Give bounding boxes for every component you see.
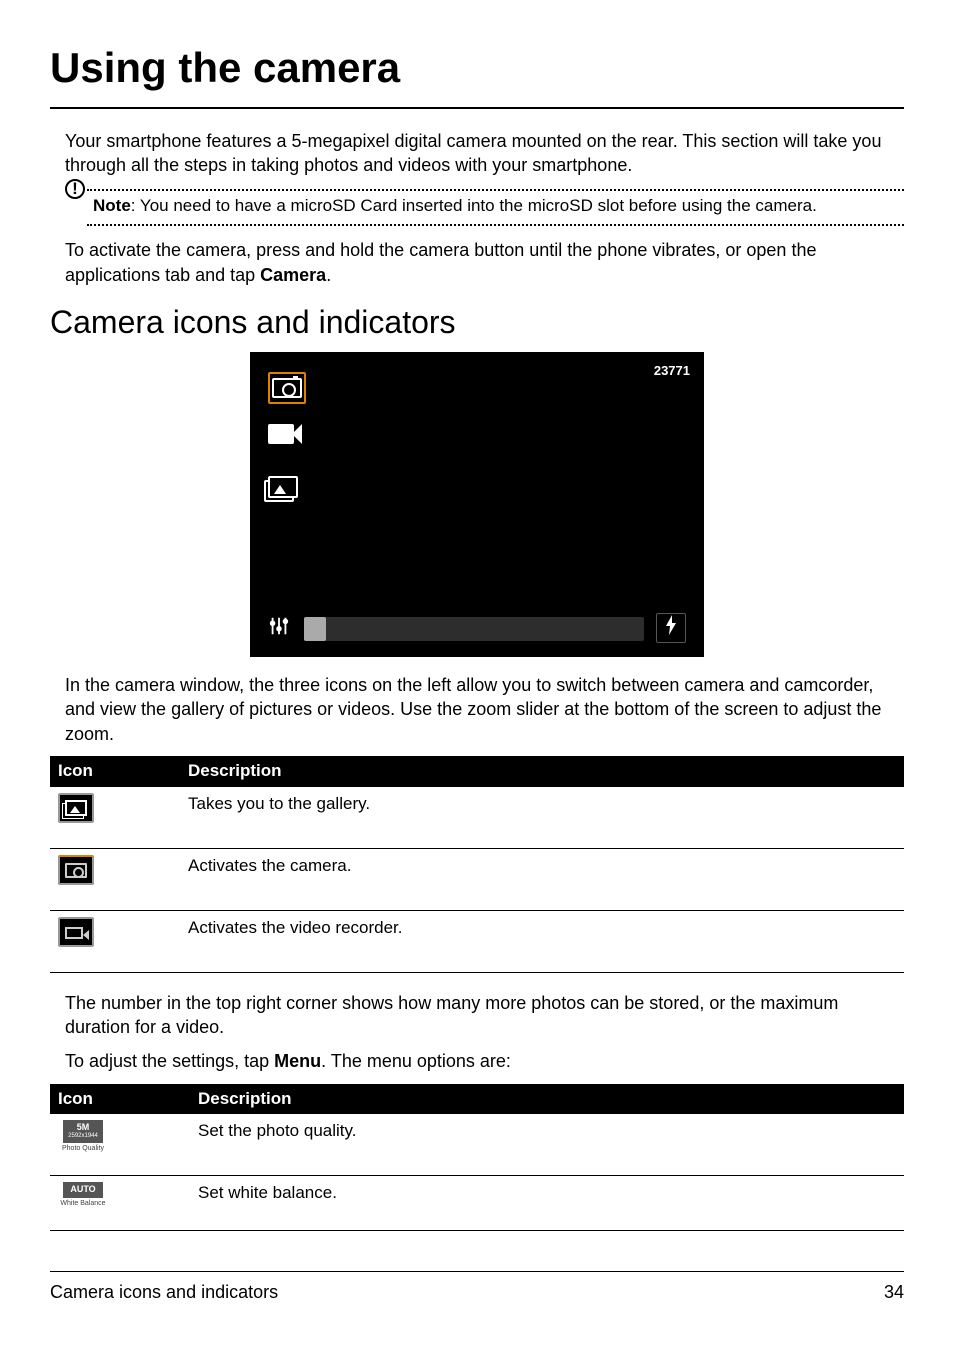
activate-post: . <box>326 265 331 285</box>
menu-desc-cell: Set white balance. <box>190 1175 904 1230</box>
photo-quality-icon: 5M2592x1944 Photo Quality <box>58 1120 108 1152</box>
note-block: ! Note: You need to have a microSD Card … <box>65 189 904 226</box>
settings-bold: Menu <box>274 1051 321 1071</box>
preview-caption: In the camera window, the three icons on… <box>65 673 904 746</box>
footer-page-number: 34 <box>884 1280 904 1304</box>
icon-col-header-2: Icon <box>50 1084 190 1115</box>
desc-col-header-2: Description <box>190 1084 904 1115</box>
settings-post: . The menu options are: <box>321 1051 511 1071</box>
page-footer: Camera icons and indicators 34 <box>50 1271 904 1304</box>
desc-cell: Activates the video recorder. <box>180 910 904 972</box>
camera-preview: 23771 <box>250 352 704 657</box>
menu-icon-cell: 5M2592x1944 Photo Quality <box>50 1114 190 1175</box>
dotted-line-bottom <box>87 224 904 226</box>
icon-table: Icon Description Takes you to the galler… <box>50 756 904 973</box>
dotted-line-top <box>87 189 904 191</box>
activate-pre: To activate the camera, press and hold t… <box>65 240 816 284</box>
menu-desc-cell: Set the photo quality. <box>190 1114 904 1175</box>
photo-counter: 23771 <box>654 362 690 380</box>
title-rule <box>50 107 904 109</box>
intro-paragraph: Your smartphone features a 5-megapixel d… <box>65 129 904 178</box>
icon-cell <box>50 848 180 910</box>
icon-col-header: Icon <box>50 756 180 787</box>
camera-mode-icon[interactable] <box>268 372 306 404</box>
icon-cell <box>50 910 180 972</box>
note-text: : You need to have a microSD Card insert… <box>131 196 817 215</box>
note-label: Note <box>93 196 131 215</box>
camera-bottom-bar <box>250 611 704 645</box>
sliders-icon[interactable] <box>268 615 290 643</box>
activate-paragraph: To activate the camera, press and hold t… <box>65 238 904 287</box>
settings-pre: To adjust the settings, tap <box>65 1051 274 1071</box>
camera-icon <box>58 855 94 885</box>
zoom-slider-handle[interactable] <box>304 617 326 641</box>
counter-explain: The number in the top right corner shows… <box>65 991 904 1040</box>
flash-icon[interactable] <box>656 613 686 643</box>
menu-icon-caption: Photo Quality <box>62 1145 104 1152</box>
menu-icon-caption: White Balance <box>60 1200 105 1207</box>
video-icon <box>58 917 94 947</box>
menu-icon-cell: AUTO White Balance <box>50 1175 190 1230</box>
desc-cell: Takes you to the gallery. <box>180 787 904 848</box>
icon-cell <box>50 787 180 848</box>
white-balance-icon: AUTO White Balance <box>58 1182 108 1208</box>
desc-cell: Activates the camera. <box>180 848 904 910</box>
zoom-slider[interactable] <box>304 617 644 641</box>
menu-table: Icon Description 5M2592x1944 Photo Quali… <box>50 1084 904 1231</box>
activate-bold: Camera <box>260 265 326 285</box>
desc-col-header: Description <box>180 756 904 787</box>
footer-left: Camera icons and indicators <box>50 1280 278 1304</box>
info-icon: ! <box>65 179 85 199</box>
section-heading: Camera icons and indicators <box>50 301 904 344</box>
gallery-icon <box>58 793 94 823</box>
gallery-mode-icon[interactable] <box>268 476 304 506</box>
page-title: Using the camera <box>50 40 904 97</box>
settings-paragraph: To adjust the settings, tap Menu. The me… <box>65 1049 904 1073</box>
video-mode-icon[interactable] <box>268 424 304 454</box>
